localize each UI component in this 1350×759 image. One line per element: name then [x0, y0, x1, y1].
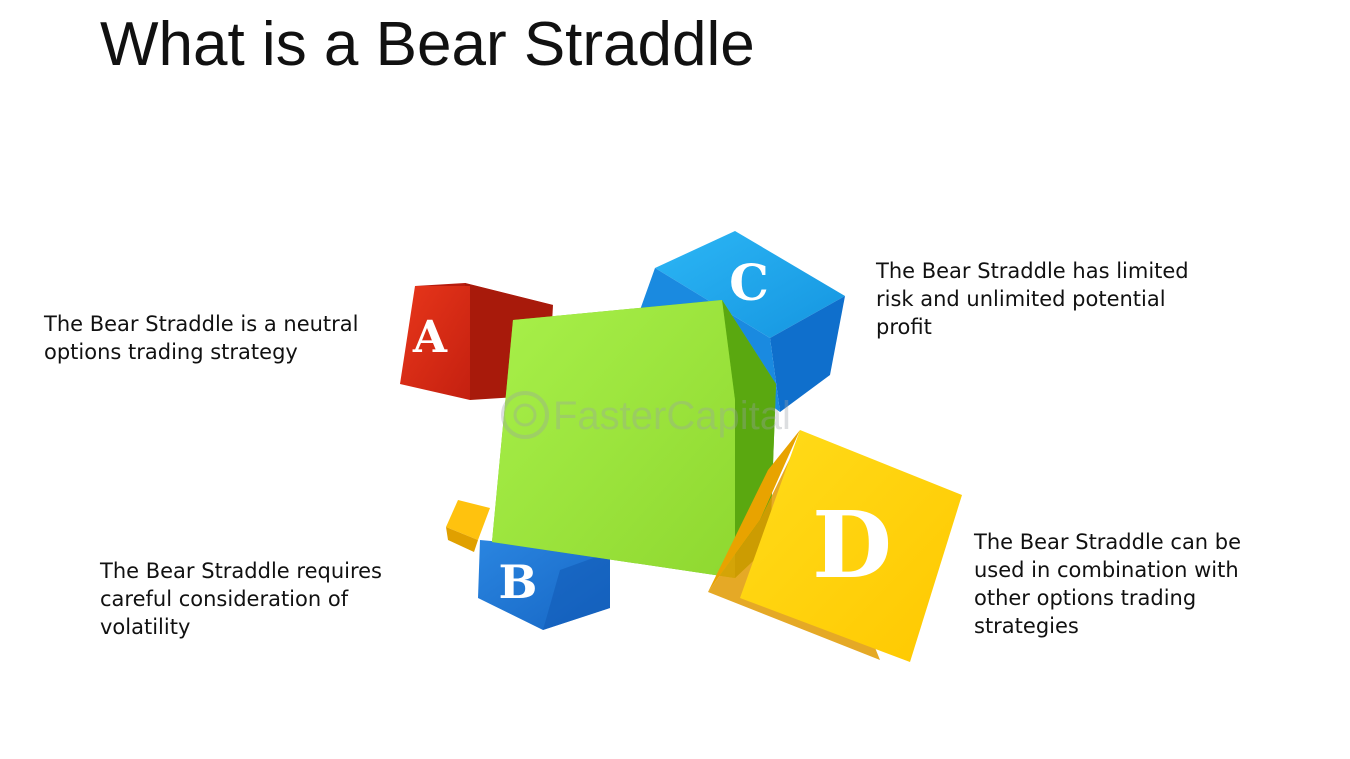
cube-d-letter: D [812, 491, 892, 599]
cube-d: D [708, 430, 962, 662]
callout-a: The Bear Straddle is a neutral options t… [44, 312, 359, 364]
callout-d: The Bear Straddle can be used in combina… [974, 530, 1242, 638]
cube-center [492, 300, 776, 578]
watermark-text: FasterCapital [553, 394, 791, 438]
cube-a-letter: A [412, 312, 448, 363]
cube-b-letter: B [499, 555, 538, 609]
watermark: FasterCapital [501, 391, 791, 439]
cube-a: A [400, 283, 553, 400]
slide-title: What is a Bear Straddle [100, 10, 755, 79]
watermark-logo-icon [501, 391, 549, 439]
cube-b: B [478, 540, 610, 630]
callout-b: The Bear Straddle requires careful consi… [100, 559, 382, 639]
cube-c-letter: C [729, 253, 769, 312]
cube-small-yellow [446, 500, 490, 552]
callout-c: The Bear Straddle has limited risk and u… [876, 259, 1189, 339]
